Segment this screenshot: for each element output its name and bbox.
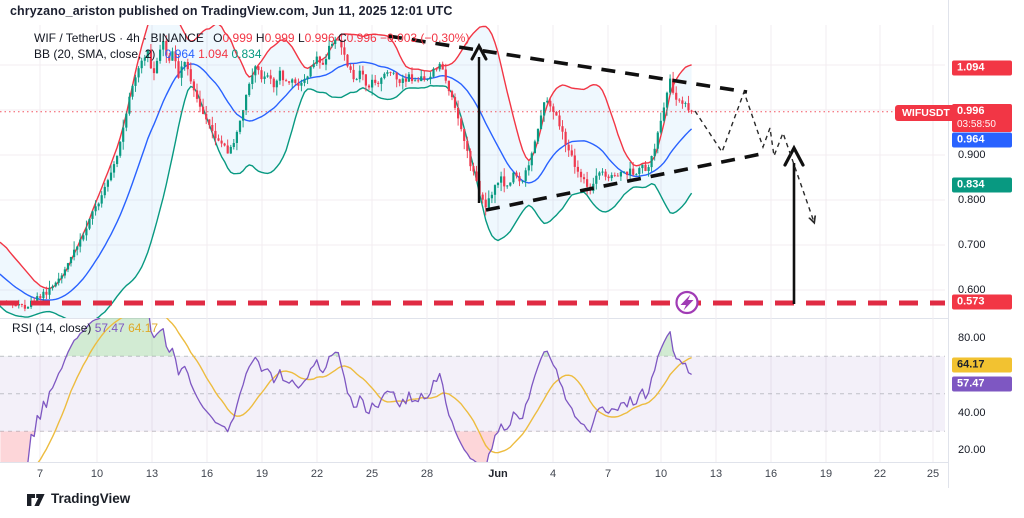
bb-values: 0.964 1.094 0.834 <box>165 47 262 61</box>
time-axis-label: 13 <box>709 468 723 480</box>
ohlc-key: L <box>297 31 305 45</box>
price-axis-badge: 0.996 03:58:50 <box>952 103 1012 132</box>
tradingview-logo-text: TradingView <box>51 491 131 506</box>
ohlc-key: C <box>338 31 347 45</box>
change-value: −0.003 (−0.30%) <box>380 31 470 45</box>
time-axis-label: 13 <box>145 468 159 480</box>
symbol-row: WIF / TetherUS · 4h · BINANCE O0.999 H0.… <box>34 30 469 46</box>
price-axis-label: 0.700 <box>958 239 986 251</box>
rsi-values: 57.47 64.17 <box>95 321 158 335</box>
bb-value: 0.834 <box>231 47 262 61</box>
tradingview-watermark[interactable]: TradingView <box>27 491 130 506</box>
rsi-axis-badge: 57.47 <box>952 376 1012 392</box>
rsi-pane-canvas[interactable] <box>0 318 948 462</box>
time-axis-label: 22 <box>873 468 887 480</box>
time-axis-label: 7 <box>604 468 612 480</box>
time-axis-label: 25 <box>365 468 379 480</box>
rsi-axis-badge: 64.17 <box>952 357 1012 373</box>
time-axis-label: 10 <box>90 468 104 480</box>
ohlc-value: 0.999 <box>264 31 298 45</box>
price-axis-badge: 0.964 <box>952 132 1012 148</box>
rsi-value: 64.17 <box>128 321 159 335</box>
symbol-price-tag: WIFUSDT <box>895 105 957 121</box>
price-countdown: 03:58:50 <box>957 118 996 130</box>
bb-value: 0.964 <box>164 47 199 61</box>
time-axis-label: 22 <box>310 468 324 480</box>
rsi-axis-label: 20.00 <box>958 444 986 456</box>
bb-row: BB (20, SMA, close, 2) 0.964 1.094 0.834 <box>34 46 469 62</box>
rsi-axis-label: 40.00 <box>958 406 986 419</box>
time-axis-label: 25 <box>926 468 940 480</box>
symbol-title[interactable]: WIF / TetherUS · 4h · BINANCE <box>34 31 204 45</box>
ohlc-value: 0.996 <box>346 31 381 45</box>
time-axis-label: 16 <box>764 468 778 480</box>
time-axis-label: 28 <box>420 468 434 480</box>
ohlc-key: O <box>213 31 223 45</box>
main-legend: WIF / TetherUS · 4h · BINANCE O0.999 H0.… <box>34 30 469 62</box>
price-axis-badge: 1.094 <box>952 60 1012 76</box>
rsi-axis-label: 80.00 <box>958 331 986 344</box>
ohlc-value: 0.999 <box>222 31 256 45</box>
rsi-value: 57.47 <box>94 321 129 335</box>
time-axis-label: 4 <box>549 468 557 480</box>
rsi-indicator-title[interactable]: RSI (14, close) <box>12 321 92 335</box>
time-axis-label: 10 <box>654 468 668 480</box>
time-axis-label: 16 <box>200 468 214 480</box>
time-axis-label: Jun <box>488 468 508 480</box>
main-chart-canvas[interactable] <box>0 25 948 318</box>
time-axis[interactable]: 7 10 13 16 19 22 25 28 Jun 4 7 10 13 16 19 22 25 <box>0 462 1024 489</box>
ohlc-value: 0.996 <box>304 31 338 45</box>
price-axis-label: 0.800 <box>958 194 986 206</box>
price-axis-label: 0.900 <box>958 149 986 161</box>
rsi-legend: RSI (14, close) 57.47 64.17 <box>12 321 158 335</box>
time-axis-label: 19 <box>819 468 833 480</box>
time-axis-label: 19 <box>255 468 269 480</box>
price-axis[interactable]: 0.900 0.800 0.700 0.600 1.094 0.996 03:58:50 0.… <box>948 0 1024 488</box>
price-axis-badge: 0.834 <box>952 177 1012 193</box>
ohlc-values: O0.999 H0.999 L0.996 C0.996 <box>213 31 380 45</box>
ohlc-key: H <box>255 31 265 45</box>
price-axis-badge: 0.573 <box>952 294 1012 310</box>
publish-header: chryzano_ariston published on TradingVie… <box>10 4 453 18</box>
tradingview-logo-icon <box>27 494 45 506</box>
bb-indicator-title[interactable]: BB (20, SMA, close, 2) <box>34 47 156 61</box>
time-axis-label: 7 <box>36 468 44 480</box>
price-axis-label: 0.600 <box>958 284 986 296</box>
bb-value: 1.094 <box>198 47 232 61</box>
